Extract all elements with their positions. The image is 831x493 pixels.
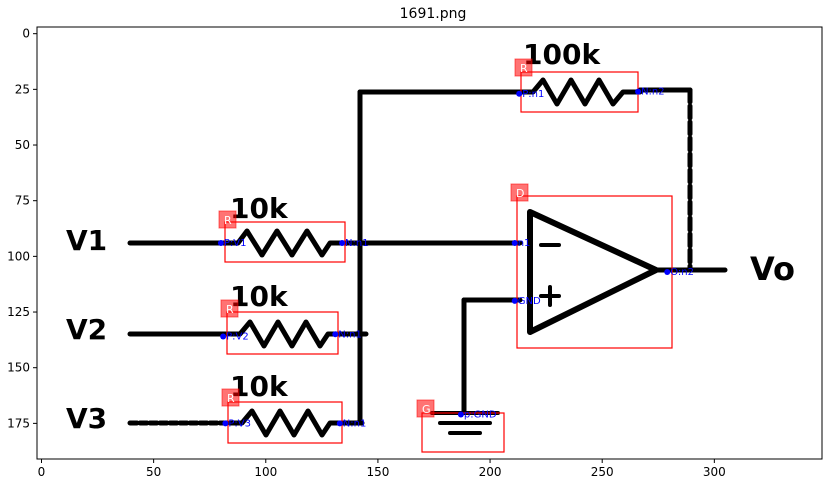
label-r1-value: 10k bbox=[230, 192, 289, 225]
label-rtop-value: 100k bbox=[523, 38, 601, 71]
tag-box-opamp bbox=[510, 183, 529, 202]
tag-box-ground bbox=[416, 399, 435, 418]
tag-label-r3: R bbox=[227, 392, 235, 405]
bbox-resistor-1 bbox=[224, 221, 346, 263]
plot-title: 1691.png bbox=[399, 6, 467, 22]
y-tick-label: 75 bbox=[15, 194, 30, 208]
label-r3-value: 10k bbox=[230, 370, 289, 403]
tag-box-r1 bbox=[218, 210, 237, 229]
y-tick-label: 25 bbox=[15, 82, 30, 96]
pin-label: p:GND bbox=[464, 409, 497, 420]
resistor-3-zigzag bbox=[227, 408, 346, 438]
pin-label: P:V1 bbox=[224, 238, 247, 249]
resistor-top-zigzag bbox=[517, 77, 643, 107]
y-tick-label: 175 bbox=[7, 416, 30, 430]
x-tick-label: 250 bbox=[591, 465, 614, 479]
pin-label: O:n2 bbox=[670, 267, 694, 278]
x-axis-ticks: 0 50 100 150 200 250 300 bbox=[38, 459, 726, 479]
pin-label: GND bbox=[518, 296, 541, 307]
pin-dot bbox=[339, 240, 346, 246]
pin-label: P:n1 bbox=[522, 89, 544, 100]
x-tick-label: 200 bbox=[479, 465, 502, 479]
label-r2-value: 10k bbox=[230, 280, 289, 313]
y-tick-label: 150 bbox=[7, 361, 30, 375]
y-tick-label: 0 bbox=[22, 27, 30, 41]
x-tick-label: 100 bbox=[254, 465, 277, 479]
pin-markers: P:n1 N:n2 P:V1 N:n1 P:V2 N:n1 P:V3 N:n1 n1 GND O:n… bbox=[217, 87, 694, 429]
tag-box-r3 bbox=[221, 388, 240, 407]
pin-label: n1 bbox=[518, 238, 531, 249]
pin-label: P:V3 bbox=[228, 418, 251, 429]
tag-label-r1: R bbox=[224, 214, 232, 227]
y-tick-label: 100 bbox=[7, 249, 30, 263]
resistor-2-zigzag bbox=[225, 319, 341, 349]
tag-label-rtop: R bbox=[520, 62, 528, 75]
y-axis-ticks: 0 25 50 75 100 125 150 175 bbox=[7, 27, 37, 430]
y-tick-label: 125 bbox=[7, 305, 30, 319]
pin-dot bbox=[332, 331, 339, 338]
pin-dot bbox=[635, 88, 642, 95]
pin-label: N:n1 bbox=[338, 329, 362, 340]
tag-label-ground: G bbox=[422, 403, 431, 416]
label-v1: V1 bbox=[66, 224, 107, 257]
tag-box-rtop bbox=[514, 58, 533, 77]
pin-dot bbox=[664, 268, 671, 275]
pin-dot bbox=[220, 333, 227, 340]
bbox-opamp bbox=[516, 195, 673, 349]
pin-dot bbox=[511, 240, 518, 246]
pin-dot bbox=[217, 240, 224, 246]
tag-box-r2 bbox=[220, 299, 239, 318]
tag-label-r2: R bbox=[226, 303, 234, 316]
x-tick-label: 300 bbox=[703, 465, 726, 479]
annotation-tags: R R R R D G bbox=[218, 58, 533, 418]
label-v2: V2 bbox=[66, 313, 107, 346]
axes-frame bbox=[36, 26, 823, 460]
pin-label: N:n1 bbox=[343, 418, 367, 429]
pin-dot bbox=[511, 297, 518, 304]
opamp-triangle bbox=[527, 209, 659, 335]
resistor-1-zigzag bbox=[222, 228, 348, 258]
x-tick-label: 150 bbox=[366, 465, 389, 479]
pin-label: N:n1 bbox=[345, 238, 369, 249]
x-tick-label: 50 bbox=[146, 465, 161, 479]
pin-dot bbox=[222, 420, 229, 427]
pin-label: N:n2 bbox=[641, 87, 665, 98]
pin-label: P:V2 bbox=[226, 332, 249, 343]
pin-dot bbox=[457, 411, 464, 418]
x-tick-label: 0 bbox=[38, 465, 46, 479]
label-v3: V3 bbox=[66, 402, 107, 435]
label-vo: Vo bbox=[750, 250, 795, 288]
y-tick-label: 50 bbox=[15, 138, 30, 152]
pin-dot bbox=[336, 420, 343, 427]
pin-dot bbox=[516, 90, 523, 97]
tag-label-opamp: D bbox=[516, 187, 524, 200]
